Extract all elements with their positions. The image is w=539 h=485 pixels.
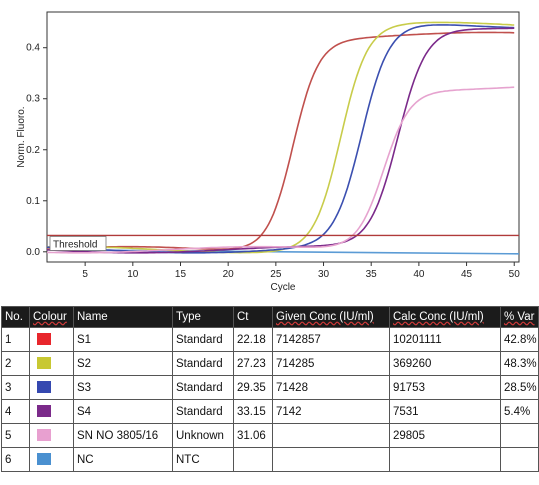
x-tick-label: 25 — [270, 269, 282, 280]
cell-name: S1 — [73, 327, 173, 352]
cell-colour — [29, 351, 74, 376]
header-calc-conc[interactable]: Calc Conc (IU/ml) — [389, 306, 501, 328]
colour-swatch[interactable] — [37, 405, 51, 418]
header-given-conc[interactable]: Given Conc (IU/ml) — [272, 306, 390, 328]
cell-colour — [29, 447, 74, 472]
header-var[interactable]: % Var — [500, 306, 539, 328]
cell-given-conc: 7142 — [272, 399, 390, 424]
cell-var — [500, 423, 539, 448]
cell-type: Unknown — [172, 423, 234, 448]
cell-given-conc — [272, 423, 390, 448]
y-axis-title: Norm. Fluoro. — [16, 106, 27, 167]
cell-colour — [29, 375, 74, 400]
cell-name: S3 — [73, 375, 173, 400]
x-tick-label: 20 — [223, 269, 235, 280]
cell-no: 5 — [1, 423, 30, 448]
table-row[interactable]: 3 S3 Standard 29.35 71428 91753 28.5% — [1, 375, 539, 400]
x-tick-label: 5 — [82, 269, 88, 280]
cell-calc-conc: 369260 — [389, 351, 501, 376]
colour-swatch[interactable] — [37, 357, 51, 370]
cell-given-conc: 714285 — [272, 351, 390, 376]
header-colour[interactable]: Colour — [29, 306, 74, 328]
y-tick-label: 0.1 — [26, 196, 40, 207]
cell-ct: 33.15 — [233, 399, 273, 424]
x-tick-label: 30 — [318, 269, 330, 280]
cell-no: 4 — [1, 399, 30, 424]
cell-no: 3 — [1, 375, 30, 400]
x-tick-label: 45 — [461, 269, 473, 280]
cell-type: Standard — [172, 375, 234, 400]
cell-no: 1 — [1, 327, 30, 352]
cell-colour — [29, 423, 74, 448]
y-tick-label: 0.0 — [26, 247, 40, 258]
header-ct[interactable]: Ct — [233, 306, 273, 328]
cell-calc-conc: 7531 — [389, 399, 501, 424]
cell-var — [500, 447, 539, 472]
table-row[interactable]: 5 SN NO 3805/16 Unknown 31.06 29805 — [1, 423, 539, 448]
cell-type: Standard — [172, 327, 234, 352]
cell-type: Standard — [172, 351, 234, 376]
x-tick-label: 10 — [127, 269, 139, 280]
cell-given-conc — [272, 447, 390, 472]
cell-name: S2 — [73, 351, 173, 376]
cell-name: SN NO 3805/16 — [73, 423, 173, 448]
y-tick-label: 0.2 — [26, 145, 40, 156]
table-row[interactable]: 6 NC NTC — [1, 447, 539, 472]
cell-ct: 22.18 — [233, 327, 273, 352]
plot-frame — [46, 11, 520, 263]
cell-calc-conc: 29805 — [389, 423, 501, 448]
cell-colour — [29, 327, 74, 352]
cell-type: Standard — [172, 399, 234, 424]
results-body: 1 S1 Standard 22.18 7142857 10201111 42.8% 2 S2 S… — [1, 327, 539, 472]
colour-swatch[interactable] — [37, 453, 51, 466]
cell-ct: 27.23 — [233, 351, 273, 376]
cell-colour — [29, 399, 74, 424]
colour-swatch[interactable] — [37, 333, 51, 346]
table-row[interactable]: 4 S4 Standard 33.15 7142 7531 5.4% — [1, 399, 539, 424]
cell-type: NTC — [172, 447, 234, 472]
threshold-label: Threshold — [53, 239, 97, 250]
threshold-label-box — [49, 236, 107, 251]
cell-var: 5.4% — [500, 399, 539, 424]
cell-ct: 31.06 — [233, 423, 273, 448]
y-tick-label: 0.3 — [26, 94, 40, 105]
cell-calc-conc — [389, 447, 501, 472]
cell-calc-conc: 91753 — [389, 375, 501, 400]
table-header-row: No. Colour Name Type Ct Given Conc (IU/m… — [1, 306, 539, 328]
cell-calc-conc: 10201111 — [389, 327, 501, 352]
cell-no: 2 — [1, 351, 30, 376]
series-line-sn-no-3805-16 — [47, 86, 515, 254]
header-type[interactable]: Type — [172, 306, 234, 328]
cell-name: NC — [73, 447, 173, 472]
colour-swatch[interactable] — [37, 381, 51, 394]
amplification-chart: 5 10 15 20 25 30 35 40 45 50 0.0 0.1 0.2 0.3 0.4 Cycle N… — [16, 11, 521, 293]
cell-ct: 29.35 — [233, 375, 273, 400]
cell-var: 28.5% — [500, 375, 539, 400]
cell-var: 48.3% — [500, 351, 539, 376]
header-name[interactable]: Name — [73, 306, 173, 328]
cell-ct — [233, 447, 273, 472]
x-tick-label: 40 — [413, 269, 425, 280]
cell-name: S4 — [73, 399, 173, 424]
results-table: No. Colour Name Type Ct Given Conc (IU/m… — [1, 306, 539, 472]
y-tick-label: 0.4 — [26, 43, 40, 54]
x-tick-label: 15 — [175, 269, 187, 280]
x-tick-label: 50 — [509, 269, 521, 280]
cell-var: 42.8% — [500, 327, 539, 352]
table-row[interactable]: 1 S1 Standard 22.18 7142857 10201111 42.8% — [1, 327, 539, 352]
header-no[interactable]: No. — [1, 306, 30, 328]
cell-no: 6 — [1, 447, 30, 472]
cell-given-conc: 71428 — [272, 375, 390, 400]
chart-svg: 5 10 15 20 25 30 35 40 45 50 0.0 0.1 0.2 0.3 0.4 Cycle N… — [16, 11, 521, 293]
series-line-s1 — [46, 31, 515, 250]
x-tick-label: 35 — [366, 269, 378, 280]
colour-swatch[interactable] — [37, 429, 51, 442]
series-line-s3 — [46, 24, 515, 254]
x-axis-title: Cycle — [270, 282, 295, 293]
cell-given-conc: 7142857 — [272, 327, 390, 352]
table-row[interactable]: 2 S2 Standard 27.23 714285 369260 48.3% — [1, 351, 539, 376]
